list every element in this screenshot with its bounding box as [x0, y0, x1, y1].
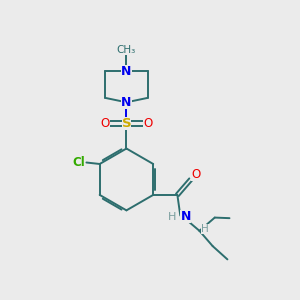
Text: H: H — [201, 224, 208, 234]
Text: O: O — [143, 117, 153, 130]
Text: S: S — [122, 117, 131, 130]
Text: H: H — [168, 212, 176, 222]
Text: N: N — [121, 96, 132, 109]
Text: O: O — [100, 117, 110, 130]
Text: O: O — [191, 168, 200, 181]
Text: N: N — [180, 211, 191, 224]
Text: CH₃: CH₃ — [117, 45, 136, 55]
Text: Cl: Cl — [73, 156, 85, 169]
Text: N: N — [121, 65, 132, 78]
